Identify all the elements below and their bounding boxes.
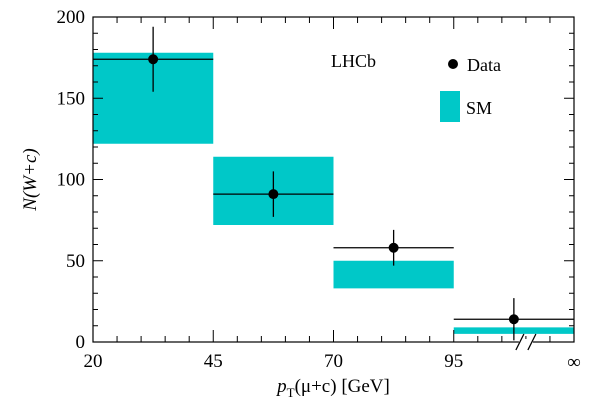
data-point-0 <box>148 54 159 65</box>
x-tick-label-2: 70 <box>324 351 343 372</box>
x-tick-label-4: ∞ <box>567 352 581 373</box>
x-label-rest: (μ+c) [GeV] <box>295 376 390 397</box>
ticks-layer: 0 50 100 150 200 20 45 70 95 ∞ <box>57 7 581 373</box>
data-point-3 <box>508 314 519 325</box>
legend-data-marker <box>448 59 458 69</box>
y-tick-label-2: 100 <box>57 170 86 191</box>
x-tick-label-1: 45 <box>204 351 223 372</box>
legend-sm-marker <box>440 91 460 122</box>
axis-break-slash-2 <box>527 333 537 351</box>
y-tick-label-4: 200 <box>57 7 86 28</box>
y-tick-label-3: 150 <box>57 88 86 109</box>
data-point-2 <box>388 242 399 253</box>
axis-break <box>515 333 537 351</box>
y-tick-label-1: 50 <box>66 251 85 272</box>
legend-sm-label: SM <box>466 98 492 118</box>
y-label-n: N <box>20 197 41 212</box>
y-tick-label-0: 0 <box>76 332 86 353</box>
data-point-1 <box>268 189 279 200</box>
legend: Data SM <box>440 55 501 122</box>
x-axis-label: pT(μ+c) [GeV] <box>275 376 390 400</box>
y-label-rest: (W+c) <box>20 148 41 198</box>
axis-break-slash-1 <box>515 333 525 351</box>
legend-data-label: Data <box>467 55 501 75</box>
sm-band-layer <box>93 52 574 334</box>
axis-break-gap <box>518 339 533 345</box>
x-tick-label-3: 95 <box>444 351 463 372</box>
x-label-p: p <box>275 376 287 397</box>
x-tick-label-0: 20 <box>84 351 103 372</box>
x-label-sub: T <box>287 385 295 400</box>
y-axis-label: N(W+c) <box>20 148 41 211</box>
lhcb-annotation: LHCb <box>331 51 376 71</box>
data-points-layer <box>93 26 574 341</box>
